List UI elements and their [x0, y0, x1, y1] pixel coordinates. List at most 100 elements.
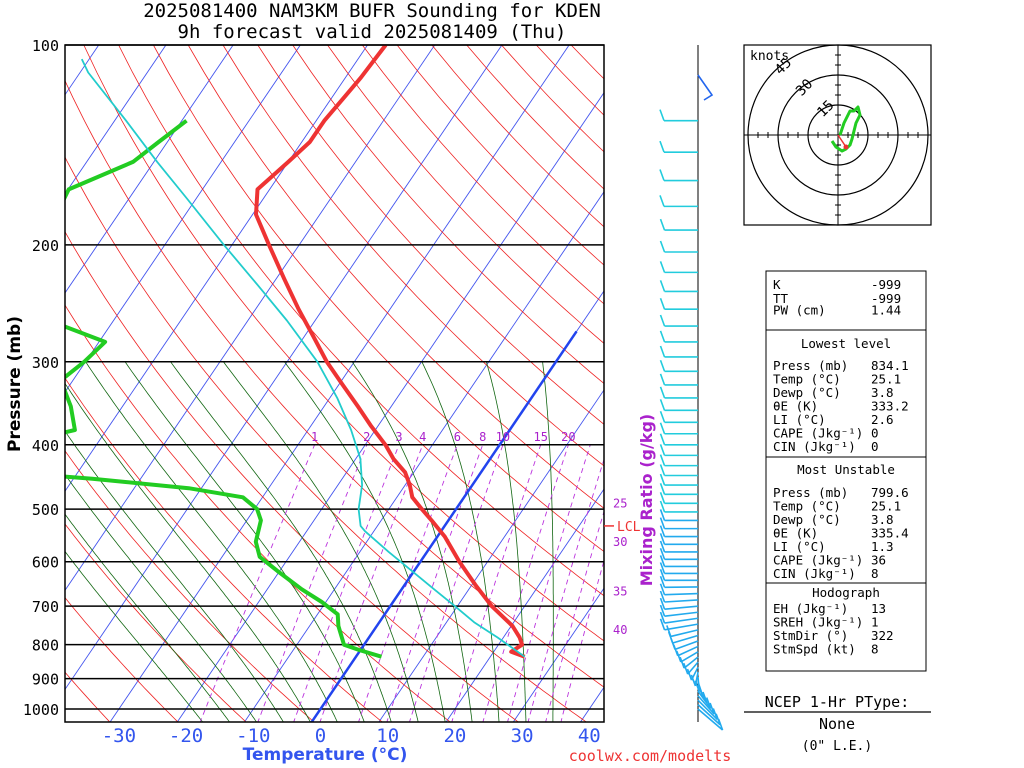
dry-adiabat — [65, 671, 111, 722]
temperature-tick-label: 30 — [511, 725, 534, 747]
moist-adiabat — [351, 361, 473, 722]
lcl-label: LCL — [617, 520, 641, 535]
wind-barb-flag — [659, 399, 666, 411]
wind-barb-flag — [679, 656, 685, 669]
wind-barb — [697, 690, 712, 710]
wind-barb-flag — [659, 500, 666, 513]
moist-adiabat — [124, 361, 365, 722]
wind-barb — [672, 634, 699, 644]
moist-adiabat — [542, 361, 554, 722]
hodograph-trace — [830, 105, 862, 153]
dry-adiabat — [222, 45, 604, 467]
most-unstable-value: 1.3 — [871, 539, 894, 554]
temperature-tick-label: -10 — [236, 725, 270, 747]
moist-adiabat — [170, 361, 392, 722]
pressure-tick-labels: 100 200 300 400 500 600 700 800 900 1000 — [23, 37, 59, 719]
series-dewpoint-line — [65, 119, 383, 659]
wind-barb-flag — [659, 555, 666, 567]
wind-barb-flag — [659, 492, 666, 504]
dry-adiabat — [292, 45, 604, 384]
wind-barb — [674, 640, 699, 651]
mixing-ratio-line — [482, 444, 569, 722]
wind-barb-flag — [694, 680, 701, 692]
most-unstable-value: 335.4 — [871, 526, 909, 541]
mixing-ratio-line — [358, 444, 458, 722]
dry-adiabat — [65, 79, 604, 688]
lowest-level-label: CAPE (Jkg⁻¹) — [773, 426, 863, 441]
isotherm-line — [65, 45, 301, 393]
pressure-tick-label: 600 — [32, 554, 59, 572]
wind-barbs — [659, 45, 724, 731]
stat-k-value: -999 — [871, 277, 901, 292]
mixing-ratio-label: 6 — [454, 430, 461, 444]
wind-barb — [697, 708, 724, 731]
pressure-tick-label: 800 — [32, 637, 59, 655]
lowest-level-value: 25.1 — [871, 372, 901, 387]
mixing-ratio-label: 1 — [311, 430, 318, 444]
isotherm-line — [65, 45, 369, 492]
wind-barb-flag — [659, 411, 666, 423]
wind-barb-flag — [659, 604, 666, 617]
stats-frame — [765, 270, 927, 672]
mixing-ratio-line — [386, 444, 484, 722]
stat-tt-label: TT — [773, 291, 789, 306]
pressure-tick-label: 300 — [32, 354, 59, 372]
moist-adiabat — [65, 550, 204, 722]
wind-barb-flag — [717, 718, 724, 731]
isotherm-line — [65, 45, 234, 294]
pressure-tick-label: 900 — [32, 671, 59, 689]
chart-title: 2025081400 NAM3KM BUFR Sounding for KDEN… — [143, 0, 601, 43]
most-unstable-value: 25.1 — [871, 499, 901, 514]
lowest-level-value: 834.1 — [871, 358, 909, 373]
wind-barb-flag — [659, 533, 666, 545]
wind-barb-flag — [659, 330, 666, 343]
credit-link[interactable]: coolwx.com/modelts — [569, 747, 732, 765]
hodograph-stat-value: 13 — [871, 601, 886, 616]
wind-barb-flag — [676, 650, 682, 663]
series-temperature-line — [254, 45, 526, 659]
mixing-ratio-label: 20 — [561, 430, 575, 444]
freezing-isotherm — [310, 330, 578, 722]
hodograph-stat-label: StmSpd (kt) — [773, 642, 856, 657]
wind-barb-flag — [659, 314, 666, 327]
ptype-panel: NCEP 1-Hr PType: None (0" L.E.) — [744, 693, 931, 754]
wind-barb — [680, 651, 699, 663]
lowest-level-label: CIN (Jkg⁻¹) — [773, 439, 856, 454]
wind-barb-flag — [659, 422, 666, 435]
wind-barb-flag — [659, 569, 666, 581]
mixing-ratio-label: 30 — [613, 535, 627, 549]
stats-panel: K -999 TT -999 PW (cm) 1.44 Lowest level Press … — [765, 270, 927, 672]
wind-barb-flag — [659, 576, 666, 588]
mixing-ratio-labels: 1 2 3 4 6 8 10 15 20 25 30 35 40 — [311, 430, 627, 637]
most-unstable-value: 799.6 — [871, 485, 909, 500]
mixing-ratio-label: 10 — [496, 430, 510, 444]
most-unstable-label: θE (K) — [773, 526, 818, 541]
wind-barb — [697, 699, 718, 720]
wind-barb-flag — [709, 702, 715, 715]
wind-barb-flag — [659, 359, 666, 372]
mixing-ratio-line — [527, 457, 604, 722]
stat-pw-value: 1.44 — [871, 303, 901, 318]
isotherm-line — [243, 190, 604, 722]
temperature-tick-label: 40 — [578, 725, 601, 747]
mixing-ratio-label: 25 — [613, 496, 627, 510]
wind-barb-flag — [712, 708, 719, 720]
ptype-liquid-equivalent: (0" L.E.) — [802, 739, 872, 754]
lowest-level-label: LI (°C) — [773, 412, 826, 427]
most-unstable-label: Temp (°C) — [773, 499, 841, 514]
wind-barb-flag — [702, 691, 708, 704]
lowest-level-label: Temp (°C) — [773, 372, 841, 387]
most-unstable-header: Most Unstable — [797, 462, 895, 477]
wind-barb-flag — [659, 562, 666, 574]
moist-adiabat — [223, 361, 419, 722]
dry-adiabat — [257, 45, 604, 425]
wind-barb-flag — [659, 140, 665, 153]
wind-barb-flag — [659, 611, 666, 624]
wind-barb-flag — [659, 433, 666, 446]
wind-barb — [670, 629, 699, 638]
storm-motion-marker — [843, 144, 849, 150]
hodograph-stat-value: 322 — [871, 628, 894, 643]
wind-barb-flag — [659, 464, 666, 476]
